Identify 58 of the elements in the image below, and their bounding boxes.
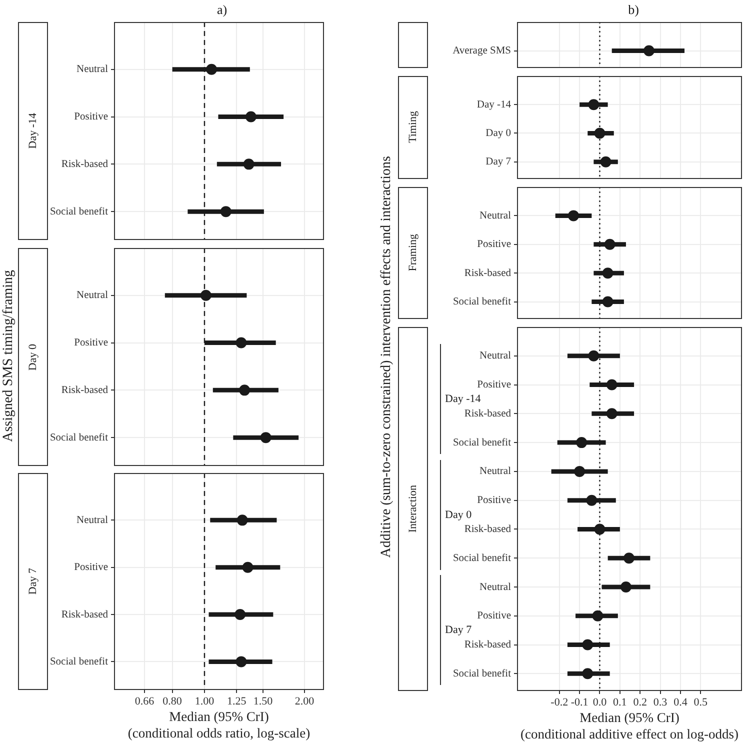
y-tick-label: Neutral xyxy=(76,514,108,526)
y-tick-label: Positive xyxy=(477,380,512,391)
y-tick-label: Neutral xyxy=(480,466,512,478)
x-tick-label: 1.00 xyxy=(194,695,215,708)
y-tick-label: Day -14 xyxy=(476,99,512,110)
y-tick-label: Risk-based xyxy=(464,268,512,279)
x-tick-label: 0.80 xyxy=(162,695,182,708)
x-tick-label: -0.2 xyxy=(550,696,568,708)
chart-subtitle: b) xyxy=(627,2,640,19)
y-tick-label: Positive xyxy=(477,239,512,250)
x-tick-label: -0.1 xyxy=(570,696,588,708)
y-tick-label: Positive xyxy=(477,495,512,506)
y-tick-label: Positive xyxy=(74,338,108,349)
x-tick-label: 0.4 xyxy=(674,696,688,708)
y-tick-label: Day 0 xyxy=(486,128,511,139)
y-tick-label: Risk-based xyxy=(61,609,109,620)
y-tick-label: Neutral xyxy=(480,210,512,222)
y-tick-label: Risk-based xyxy=(464,524,512,535)
y-tick-label: Risk-based xyxy=(464,640,512,651)
text: Day 7 xyxy=(27,568,39,595)
y-tick-label: Average SMS xyxy=(452,46,512,56)
text: Framing xyxy=(407,234,419,272)
text: Day -14 xyxy=(27,113,39,149)
x-tick-label: 1.25 xyxy=(227,695,247,708)
y-tick-label: Social benefit xyxy=(452,668,512,680)
text: Timing xyxy=(407,111,419,144)
y-tick-label: Social benefit xyxy=(50,656,108,668)
y-tick-label: Positive xyxy=(477,610,512,622)
x-tick-label: 2.00 xyxy=(294,695,315,708)
y-tick-label: Social benefit xyxy=(452,296,512,308)
y-tick-label: Risk-based xyxy=(61,384,109,396)
y-axis-title: Additive (sum-to-zero constrained) intervention effects and interactions xyxy=(379,156,395,558)
y-tick-label: Risk-based xyxy=(61,158,109,170)
y-tick-label: Risk-based xyxy=(464,408,512,420)
x-tick-label: 0.0 xyxy=(592,696,608,708)
y-tick-label: Social benefit xyxy=(452,552,512,564)
chart-subtitle: a) xyxy=(216,2,228,19)
x-tick-label: 0.3 xyxy=(653,696,668,708)
x-tick-label: 1.50 xyxy=(253,695,274,708)
x-tick-label: 0.2 xyxy=(633,696,647,708)
x-tick-label: 0.66 xyxy=(134,695,155,708)
x-axis-title: Median (95% CrI) (conditional odds ratio, log-scale) xyxy=(128,709,310,740)
y-tick-label: Neutral xyxy=(480,350,512,362)
y-tick-label: Neutral xyxy=(76,64,108,76)
text: Interaction xyxy=(407,485,419,533)
y-tick-label: Positive xyxy=(74,562,108,574)
y-tick-label: Social benefit xyxy=(50,206,108,218)
x-tick-label: 0.5 xyxy=(694,696,708,708)
y-tick-label: Day 7 xyxy=(486,156,511,168)
y-tick-label: Neutral xyxy=(480,582,512,593)
y-tick-label: Neutral xyxy=(76,290,108,302)
y-axis-title: Assigned SMS timing/framing xyxy=(1,270,17,442)
y-tick-label: Social benefit xyxy=(452,437,512,448)
y-tick-label: Social benefit xyxy=(50,432,108,444)
x-tick-label: 0.1 xyxy=(613,696,627,708)
text: Day 0 xyxy=(27,344,39,370)
x-axis-title: Median (95% CrI) (conditional additive effect on log-odds) xyxy=(520,710,738,742)
y-tick-label: Positive xyxy=(74,112,108,123)
